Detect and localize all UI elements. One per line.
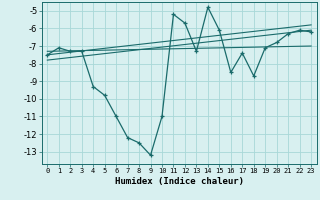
X-axis label: Humidex (Indice chaleur): Humidex (Indice chaleur) [115,177,244,186]
